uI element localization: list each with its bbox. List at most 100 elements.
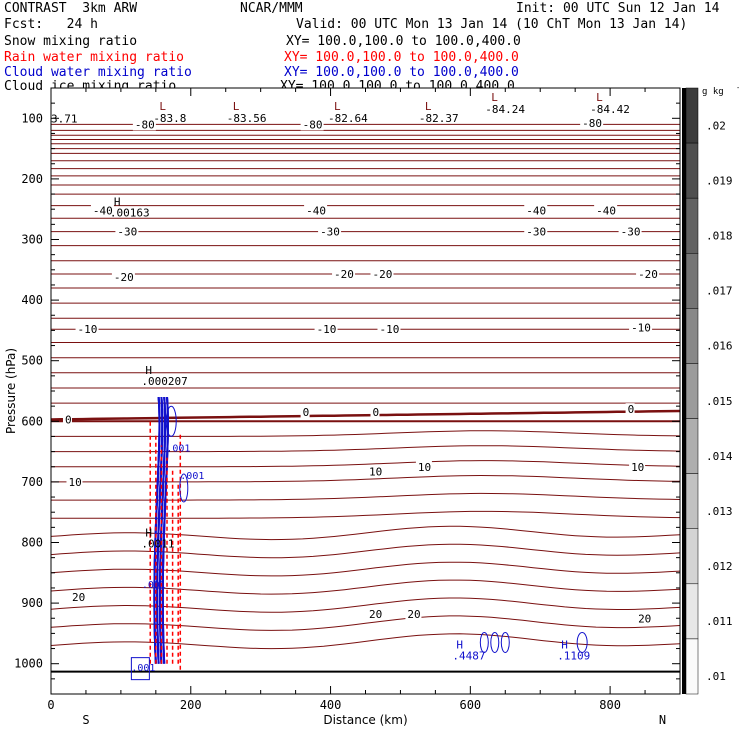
low-value: -83.8 xyxy=(153,112,186,125)
cloud-water-contour xyxy=(479,631,489,653)
contour-label-bg xyxy=(415,460,432,473)
header-center: NCAR/MMM xyxy=(240,1,303,16)
temperature-contour-label: -80 xyxy=(135,118,155,131)
header-title: CONTRAST 3km ARW xyxy=(4,1,138,16)
contour-label-bg xyxy=(75,323,99,336)
edge-value: 3.71 xyxy=(51,112,78,125)
temperature-contour-label: -10 xyxy=(78,323,98,336)
contour-label-bg xyxy=(66,475,83,488)
contour-label-bg xyxy=(377,323,401,336)
cloud-water-contour xyxy=(158,396,167,664)
temperature-contour-label: 10 xyxy=(631,461,644,474)
colorbar-segment xyxy=(685,473,699,529)
field-snow-label: Snow mixing ratio xyxy=(4,34,138,49)
contour-label-bg xyxy=(332,268,356,281)
low-value: -82.37 xyxy=(419,112,459,125)
contour-label-bg xyxy=(69,591,86,604)
high-value: .000207 xyxy=(141,375,187,388)
temperature-contour-label: -30 xyxy=(117,226,137,239)
temperature-contour-label: -10 xyxy=(379,323,399,336)
colorbar-tick-label: .014 xyxy=(706,450,733,463)
contour-label-bg xyxy=(405,608,422,621)
header-valid: Valid: 00 UTC Mon 13 Jan 14 (10 ChT Mon … xyxy=(296,17,688,32)
contour-label-bg xyxy=(304,204,328,217)
contour-label-bg xyxy=(370,268,394,281)
temperature-contour-label: -40 xyxy=(93,204,113,217)
field-rain-xy: XY= 100.0,100.0 to 100.0,400.0 xyxy=(284,50,519,65)
contour-label-bg xyxy=(115,225,139,238)
temperature-contour-label: -30 xyxy=(526,226,546,239)
cloud-contour-label: .001 xyxy=(166,444,190,455)
contour-label-bg xyxy=(318,225,342,238)
y-tick-label: 600 xyxy=(21,414,43,428)
plot-background xyxy=(51,88,680,694)
y-tick-label: 900 xyxy=(21,596,43,610)
contour-label-bg xyxy=(366,465,383,478)
colorbar-tick-label: .016 xyxy=(706,340,733,353)
temperature-contour-label: -20 xyxy=(638,268,658,281)
cloud-water-contour xyxy=(156,396,164,664)
contour-label-bg xyxy=(111,271,135,284)
field-snow-xy: XY= 100.0,100.0 to 100.0,400.0 xyxy=(286,34,521,49)
isotherm xyxy=(51,474,681,483)
low-mark: L xyxy=(491,91,498,104)
freezing-level-line xyxy=(50,409,681,421)
temperature-contour-label: 20 xyxy=(72,591,85,604)
colorbar-segment xyxy=(685,638,699,695)
temperature-contour-label: -30 xyxy=(320,226,340,239)
plot-area xyxy=(51,88,680,694)
high-mark: H xyxy=(456,639,463,652)
colorbar-unit-exponent: -1 xyxy=(736,84,740,92)
colorbar-tick-label: .01 xyxy=(706,670,726,683)
low-mark: L xyxy=(596,91,603,104)
contour-label-bg xyxy=(90,204,114,217)
field-cloud-label: Cloud water mixing ratio xyxy=(4,65,192,80)
cloud-water-contour xyxy=(153,396,161,664)
y-tick-label: 400 xyxy=(21,293,43,307)
colorbar-tick-label: .013 xyxy=(706,505,733,518)
temperature-contour-label: -80 xyxy=(303,118,323,131)
contour-label-bg xyxy=(625,403,635,416)
colorbar-segment xyxy=(685,528,699,585)
y-tick-label: 700 xyxy=(21,475,43,489)
contour-label-bg xyxy=(636,612,653,625)
colorbar-tick-label: .019 xyxy=(706,174,733,187)
temperature-contour-label: -40 xyxy=(596,204,616,217)
temperature-contour-label: 10 xyxy=(369,466,382,479)
temperature-contour-label: -10 xyxy=(317,323,337,336)
y-tick-label: 500 xyxy=(21,354,43,368)
contour-label-bg xyxy=(314,323,338,336)
contour-label-bg xyxy=(300,118,324,131)
cloud-water-contour xyxy=(165,405,177,437)
cloud-contour-label: .001 xyxy=(131,663,155,674)
colorbar-tick-label: .018 xyxy=(706,230,733,243)
contour-label-bg xyxy=(370,406,380,419)
x-tick-label: 400 xyxy=(320,698,342,712)
temperature-contour-label: 0 xyxy=(628,403,635,416)
high-value: .0011 xyxy=(141,537,174,550)
temperature-contour-label: 10 xyxy=(68,476,81,489)
colorbar-edge xyxy=(682,88,686,694)
low-mark: L xyxy=(425,100,432,113)
end-label-south: S xyxy=(82,713,89,727)
colorbar-segment xyxy=(685,197,699,254)
contour-label-bg xyxy=(636,268,660,281)
contour-labels: -80 -80 -80 -40 -40 -40 -40 -30 -30 -30 -30 -20 -20 -… xyxy=(51,91,660,674)
hydrometeor-contours xyxy=(130,396,588,681)
colorbar-tick-label: .015 xyxy=(706,395,733,408)
contour-label-bg xyxy=(629,321,653,334)
low-mark: L xyxy=(233,100,240,113)
colorbar-segment xyxy=(685,308,699,364)
isotherm xyxy=(50,579,681,595)
x-tick-label: 200 xyxy=(180,698,202,712)
contour-label-bg xyxy=(300,406,310,419)
low-value: -82.64 xyxy=(328,112,368,125)
high-mark: H xyxy=(145,526,152,539)
colorbar-segment xyxy=(685,583,699,640)
colorbar-segment xyxy=(685,142,699,199)
colorbar-segment xyxy=(685,363,699,419)
isotherm xyxy=(50,615,681,631)
cloud-water-contour xyxy=(490,631,500,653)
